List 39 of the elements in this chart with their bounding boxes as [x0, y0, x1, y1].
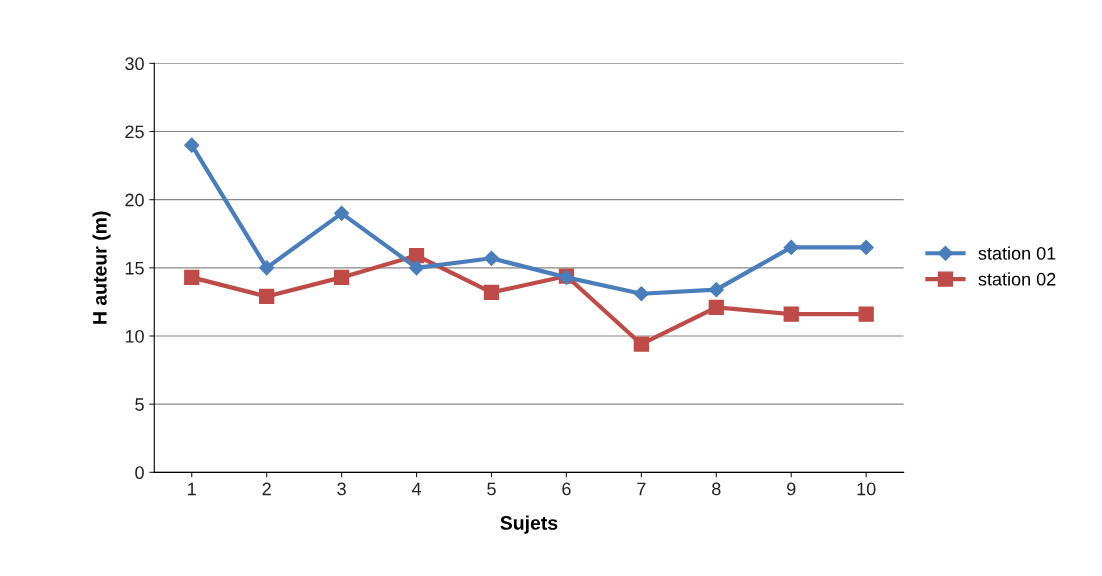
y-tick-label: 25 — [125, 125, 144, 139]
point — [633, 286, 649, 302]
y-tick-label: 5 — [135, 398, 144, 411]
x-tick-label: 4 — [411, 482, 422, 496]
legend-label: station 02 — [978, 272, 1056, 286]
x-tick-label: 7 — [637, 482, 646, 496]
y-tick-label: 30 — [125, 57, 144, 71]
y-tick-label: 10 — [125, 329, 144, 343]
point — [334, 205, 350, 221]
point — [408, 260, 425, 276]
point — [858, 239, 874, 255]
x-axis-title: Sujets — [500, 515, 558, 534]
x-tick-label: 9 — [787, 482, 796, 496]
point — [483, 284, 500, 301]
point — [858, 306, 874, 322]
point — [708, 282, 724, 298]
x-tick-label: 6 — [562, 482, 571, 496]
x-tick-label: 3 — [337, 482, 346, 496]
point — [184, 269, 200, 286]
y-axis-title: H auteur (m) — [92, 211, 111, 324]
x-tick-label: 1 — [188, 482, 196, 496]
point — [259, 260, 275, 276]
y-tick-label: 20 — [125, 193, 144, 207]
point — [783, 239, 799, 255]
point — [708, 299, 724, 316]
point — [184, 137, 200, 153]
point — [633, 336, 650, 352]
point — [783, 306, 799, 322]
x-tick-label: 8 — [712, 482, 721, 496]
point — [333, 269, 350, 286]
point — [483, 250, 500, 266]
x-tick-label: 10 — [857, 482, 876, 496]
point — [259, 288, 275, 305]
y-tick-label: 0 — [135, 466, 144, 480]
y-tick-label: 15 — [125, 261, 144, 275]
x-tick-label: 5 — [487, 482, 496, 496]
legend-label: station 01 — [978, 246, 1056, 260]
x-tick-label: 2 — [262, 482, 271, 496]
point — [408, 247, 425, 264]
